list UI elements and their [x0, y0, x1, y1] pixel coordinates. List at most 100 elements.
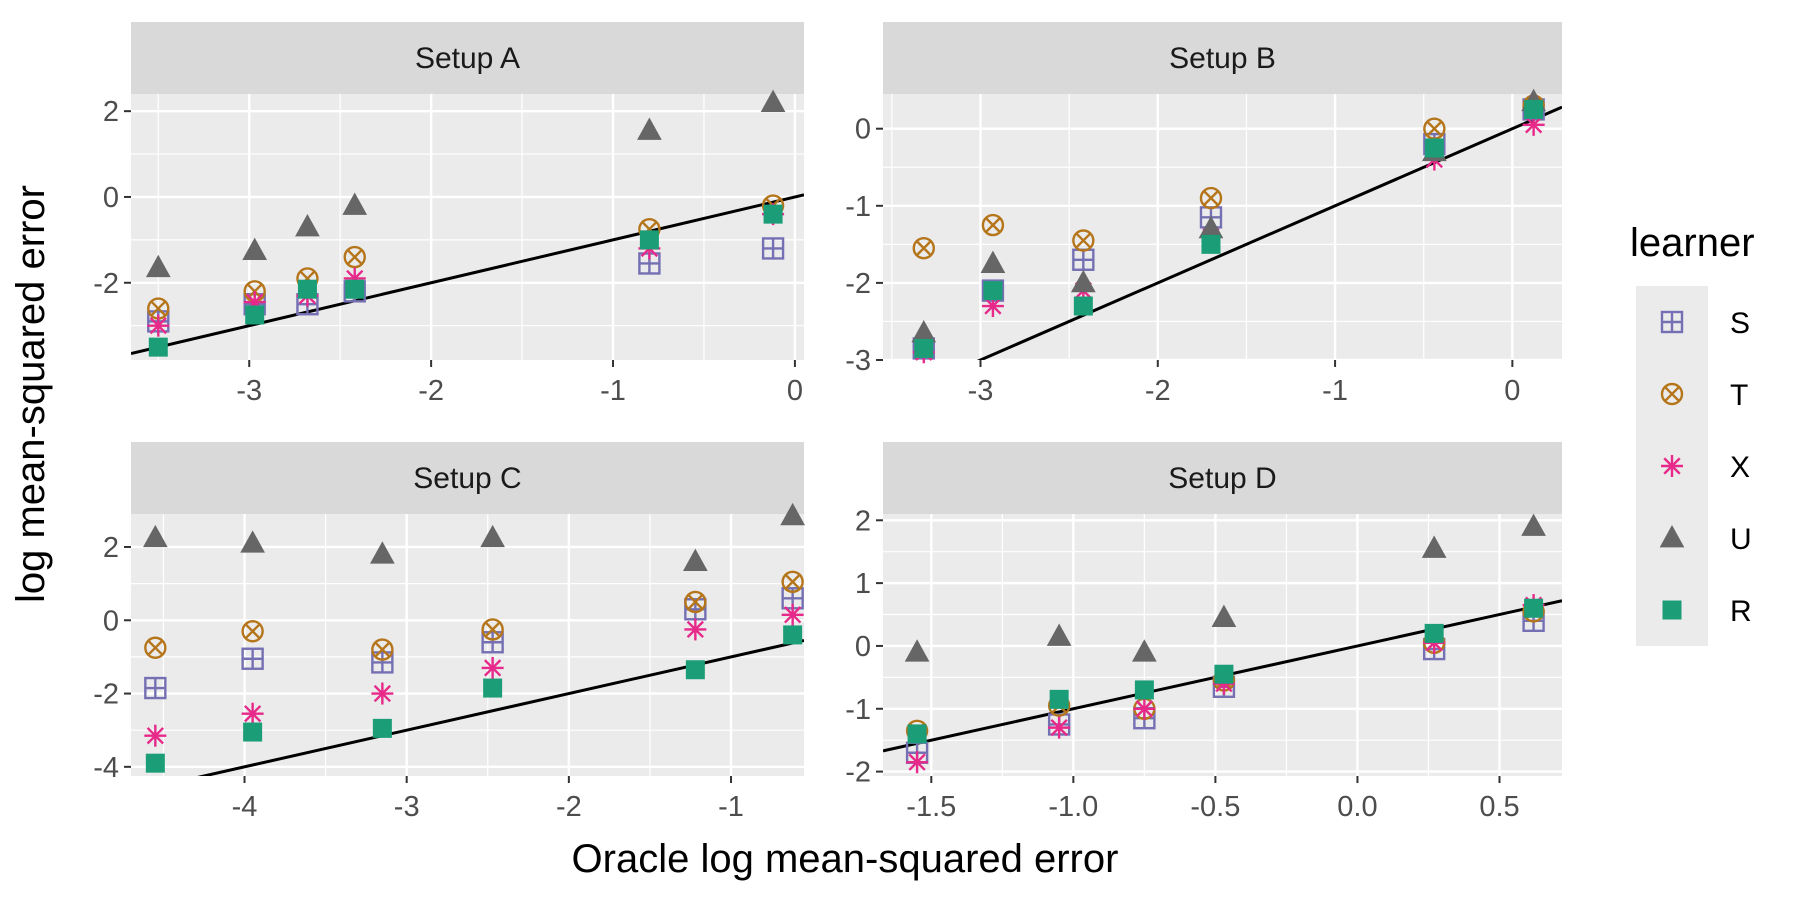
point-r: [1073, 296, 1093, 316]
point-u: [1070, 269, 1096, 293]
legend-symbol-t: [1660, 382, 1684, 406]
data-points: [911, 88, 1546, 364]
facet-panel: Setup C -4 -3 -2 -1 -4 -2 0 2: [93, 442, 805, 823]
point-s: [241, 647, 264, 670]
point-x: [1133, 697, 1156, 720]
point-r: [914, 338, 934, 358]
plot-area: [131, 94, 804, 360]
x-tick-label: -1: [718, 791, 744, 823]
y-tick-label: -1: [845, 191, 871, 223]
point-x: [371, 682, 394, 705]
legend: learner S T X U R: [1630, 221, 1755, 646]
x-tick-label: -3: [236, 375, 262, 407]
x-tick-label: -1: [600, 375, 626, 407]
facet-strip: [883, 22, 1562, 94]
point-t: [1072, 229, 1095, 252]
legend-label: U: [1730, 523, 1752, 556]
x-tick-label: -4: [232, 791, 258, 823]
point-r: [1134, 680, 1154, 700]
x-tick-label: -1: [1322, 375, 1348, 407]
y-tick-label: -2: [845, 757, 871, 789]
facet-title: Setup A: [415, 42, 520, 75]
y-tick-label: 0: [855, 114, 871, 146]
point-r: [372, 718, 392, 738]
point-r: [1424, 138, 1444, 158]
data-points: [145, 89, 786, 357]
point-u: [1046, 623, 1072, 646]
point-u: [142, 524, 168, 548]
point-t: [684, 590, 707, 614]
facet-title: Setup D: [1168, 462, 1276, 495]
y-tick-label: -2: [93, 268, 119, 300]
x-tick-label: -0.5: [1190, 791, 1240, 823]
x-axis-title: Oracle log mean-squared error: [572, 837, 1119, 881]
x-tick-label: 0: [787, 375, 803, 407]
point-t: [343, 245, 366, 269]
y-tick-label: 0: [103, 182, 119, 214]
y-tick-label: 2: [103, 532, 119, 564]
point-r: [483, 678, 503, 698]
x-tick-label: -2: [418, 375, 444, 407]
x-tick-label: 0.0: [1337, 791, 1377, 823]
x-tick-label: -3: [968, 375, 994, 407]
point-u: [145, 254, 171, 278]
facet-panel: Setup B -3 -2 -1 0 -3 -2 -1 0: [845, 22, 1562, 407]
point-u: [1521, 513, 1546, 536]
plot-area: [131, 514, 804, 776]
point-u: [342, 192, 368, 215]
y-tick-label: -3: [845, 345, 871, 377]
point-r: [243, 722, 263, 742]
legend-label: R: [1730, 595, 1752, 628]
reference-line: [976, 105, 1562, 360]
point-u: [904, 639, 930, 662]
x-tick-label: -1.5: [906, 791, 956, 823]
facet-strip: [131, 22, 804, 94]
point-x: [906, 751, 929, 774]
point-x: [241, 702, 264, 725]
point-x: [144, 724, 167, 747]
facet-title: Setup C: [413, 462, 521, 495]
y-tick-label: 2: [103, 96, 119, 128]
plot-area: [883, 94, 1562, 360]
point-r: [245, 305, 265, 325]
point-t: [781, 570, 804, 593]
facet-strip: [131, 442, 804, 514]
point-s: [481, 631, 504, 654]
grid-lines: [131, 94, 804, 360]
y-tick-label: 0: [103, 605, 119, 637]
point-u: [760, 89, 786, 112]
reference-line: [131, 193, 804, 356]
point-x: [684, 618, 707, 641]
point-t: [912, 237, 935, 260]
point-u: [780, 502, 805, 526]
point-r: [145, 753, 165, 773]
y-tick-label: 1: [855, 568, 871, 600]
point-u: [1421, 535, 1447, 558]
x-tick-label: -1.0: [1048, 791, 1098, 823]
legend-label: S: [1730, 307, 1750, 340]
point-x: [1048, 716, 1071, 739]
point-u: [370, 541, 395, 564]
legend-label: T: [1730, 379, 1748, 412]
grid-lines: [883, 94, 1562, 362]
y-tick-label: 0: [855, 631, 871, 663]
facet-strip: [883, 442, 1562, 514]
point-r: [1424, 623, 1444, 643]
point-t: [981, 213, 1005, 237]
y-axis-title: log mean-squared error: [9, 185, 53, 603]
point-s: [144, 676, 167, 700]
grid-lines: [131, 514, 804, 776]
point-r: [907, 724, 927, 744]
point-r: [345, 279, 365, 299]
point-u: [682, 548, 708, 571]
point-r: [148, 337, 168, 357]
point-t: [481, 618, 504, 641]
point-x: [147, 314, 170, 337]
facet-panel: Setup A -3 -2 -1 0 -2 0 2: [93, 22, 804, 407]
point-r: [1214, 664, 1234, 684]
y-tick-label: -4: [93, 752, 119, 784]
point-t: [144, 636, 167, 659]
point-u: [242, 237, 268, 260]
